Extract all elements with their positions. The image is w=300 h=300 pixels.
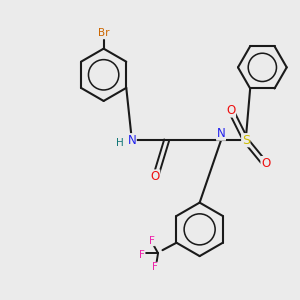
Text: H: H [116,138,123,148]
Text: S: S [242,134,250,147]
Text: Br: Br [98,28,109,38]
Text: F: F [152,262,158,272]
Text: O: O [150,170,160,183]
Text: N: N [128,134,136,147]
Text: O: O [261,157,270,169]
Text: O: O [226,104,236,117]
Text: F: F [139,250,145,260]
Text: N: N [217,127,225,140]
Text: F: F [148,236,154,246]
